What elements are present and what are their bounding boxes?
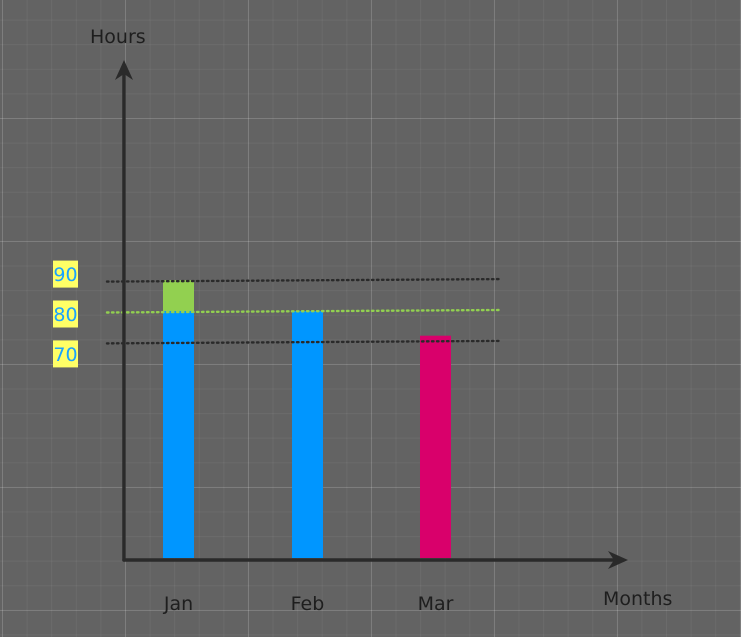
bars-layer bbox=[163, 280, 451, 558]
y-axis-arrowhead bbox=[115, 60, 133, 80]
reference-line-labels: 90 80 70 bbox=[53, 260, 78, 368]
reference-label-90: 90 bbox=[53, 260, 78, 288]
x-axis-title: Months bbox=[603, 588, 672, 610]
reference-line-90 bbox=[105, 277, 502, 283]
reference-label-background bbox=[53, 260, 78, 288]
reference-label-text: 70 bbox=[53, 344, 77, 366]
reference-line-80 bbox=[105, 308, 502, 314]
x-tick-labels: Jan Feb Mar bbox=[163, 593, 454, 615]
reference-label-background bbox=[53, 340, 78, 368]
bar-feb-segment-1 bbox=[292, 311, 323, 558]
reference-label-70: 70 bbox=[53, 340, 78, 368]
bar-jan-segment-2 bbox=[163, 280, 194, 311]
bar-mar-segment-1 bbox=[420, 335, 451, 558]
axes bbox=[115, 60, 628, 569]
x-axis-arrowhead bbox=[608, 551, 628, 569]
bar-jan-segment-1 bbox=[163, 311, 194, 558]
x-tick-label-mar: Mar bbox=[418, 593, 454, 615]
reference-line-70 bbox=[105, 339, 502, 345]
reference-label-80: 80 bbox=[53, 300, 78, 328]
reference-lines-layer bbox=[105, 277, 502, 345]
reference-label-text: 90 bbox=[53, 264, 77, 286]
reference-label-text: 80 bbox=[53, 304, 77, 326]
x-tick-label-feb: Feb bbox=[291, 593, 325, 615]
reference-label-background bbox=[53, 300, 78, 328]
x-tick-label-jan: Jan bbox=[163, 593, 193, 615]
y-axis-title: Hours bbox=[90, 26, 146, 48]
